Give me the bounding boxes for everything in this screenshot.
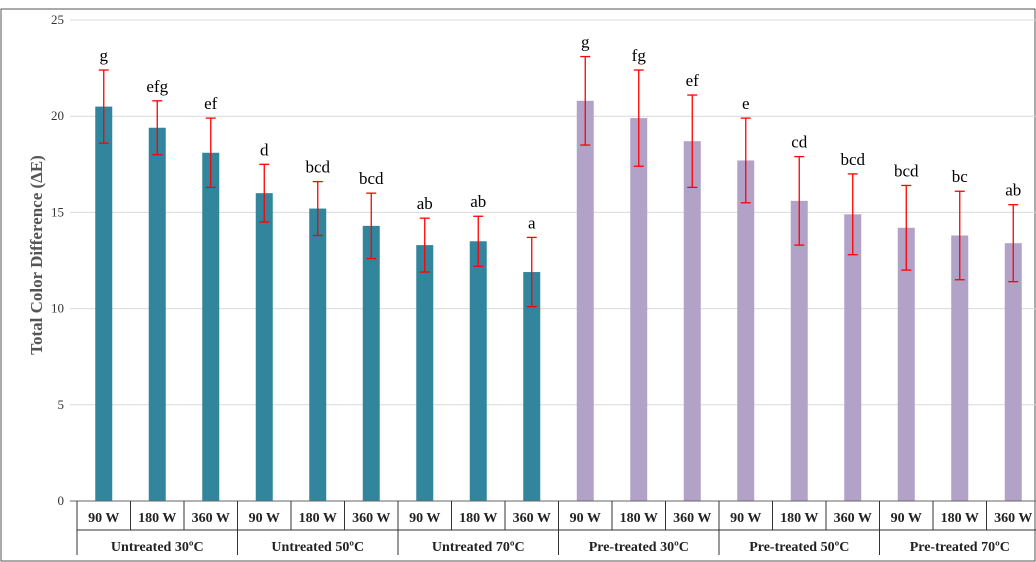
significance-label: efg bbox=[146, 77, 168, 96]
bar bbox=[362, 225, 380, 502]
y-tick-label: 0 bbox=[58, 493, 65, 508]
y-tick-label: 15 bbox=[51, 204, 64, 219]
significance-label: ab bbox=[470, 192, 486, 211]
x-category-label: 90 W bbox=[88, 511, 119, 526]
significance-label: d bbox=[260, 140, 269, 159]
x-group-label: Pre-treated 50ºC bbox=[749, 540, 849, 555]
x-group-label: Pre-treated 30ºC bbox=[589, 540, 689, 555]
x-group-label: Untreated 70ºC bbox=[432, 540, 525, 555]
bar bbox=[1004, 243, 1022, 501]
y-axis-title: Total Color Difference (ΔE) bbox=[27, 155, 46, 355]
x-category-label: 360 W bbox=[994, 511, 1032, 526]
significance-label: e bbox=[742, 94, 750, 113]
x-group-label: Untreated 50ºC bbox=[271, 540, 364, 555]
x-group-label: Pre-treated 70ºC bbox=[910, 540, 1010, 555]
bar bbox=[790, 200, 808, 501]
bar bbox=[255, 193, 273, 501]
bar bbox=[309, 208, 327, 501]
x-category-label: 180 W bbox=[620, 511, 658, 526]
x-category-label: 90 W bbox=[891, 511, 922, 526]
bar bbox=[148, 127, 166, 501]
x-category-label: 90 W bbox=[249, 511, 280, 526]
significance-label: bcd bbox=[894, 161, 919, 180]
x-category-label: 180 W bbox=[780, 511, 818, 526]
x-category-label: 180 W bbox=[138, 511, 176, 526]
x-category-label: 360 W bbox=[513, 511, 551, 526]
significance-label: g bbox=[100, 46, 109, 65]
y-axis-ticks: 0 5 10 15 20 25 bbox=[51, 12, 64, 508]
significance-label: bcd bbox=[840, 150, 865, 169]
bar bbox=[202, 152, 220, 502]
significance-label: a bbox=[528, 213, 536, 232]
x-category-label: 90 W bbox=[409, 511, 440, 526]
significance-label: ab bbox=[1005, 181, 1021, 200]
x-group-label: Untreated 30ºC bbox=[111, 540, 204, 555]
x-category-label: 360 W bbox=[673, 511, 711, 526]
bar bbox=[95, 106, 113, 501]
significance-label: fg bbox=[632, 46, 647, 65]
bars: g efg ef d bcd bcd ab ab a g fg ef e cd bcd bcd bc ab bbox=[95, 33, 1022, 502]
plot-frame bbox=[0, 8, 1036, 562]
significance-label: g bbox=[581, 33, 590, 52]
x-axis: 90 W 180 W 360 W 90 W 180 W 360 W 90 W 180 W 360… bbox=[70, 500, 1036, 555]
x-category-label: 180 W bbox=[941, 511, 979, 526]
bar bbox=[630, 118, 648, 502]
bar bbox=[951, 235, 969, 501]
significance-label: ef bbox=[204, 94, 218, 113]
x-category-label: 360 W bbox=[192, 511, 230, 526]
significance-label: bcd bbox=[359, 169, 384, 188]
y-tick-label: 25 bbox=[51, 12, 64, 27]
x-category-label: 90 W bbox=[570, 511, 601, 526]
x-category-label: 360 W bbox=[352, 511, 390, 526]
significance-label: ab bbox=[417, 194, 433, 213]
bar bbox=[416, 245, 434, 501]
x-category-label: 180 W bbox=[459, 511, 497, 526]
x-category-label: 360 W bbox=[834, 511, 872, 526]
bar bbox=[897, 227, 915, 502]
bar bbox=[683, 141, 701, 501]
y-tick-label: 20 bbox=[51, 108, 64, 123]
bar bbox=[523, 272, 541, 501]
significance-label: bcd bbox=[305, 158, 330, 177]
x-category-label: 180 W bbox=[299, 511, 337, 526]
bar bbox=[576, 100, 594, 502]
x-category-label: 90 W bbox=[730, 511, 761, 526]
y-tick-label: 5 bbox=[58, 397, 65, 412]
significance-label: ef bbox=[686, 71, 700, 90]
bar bbox=[844, 214, 862, 501]
y-tick-label: 10 bbox=[51, 301, 64, 316]
significance-label: bc bbox=[952, 167, 969, 186]
bar bbox=[737, 160, 755, 501]
significance-label: cd bbox=[791, 133, 808, 152]
bar bbox=[469, 241, 487, 501]
